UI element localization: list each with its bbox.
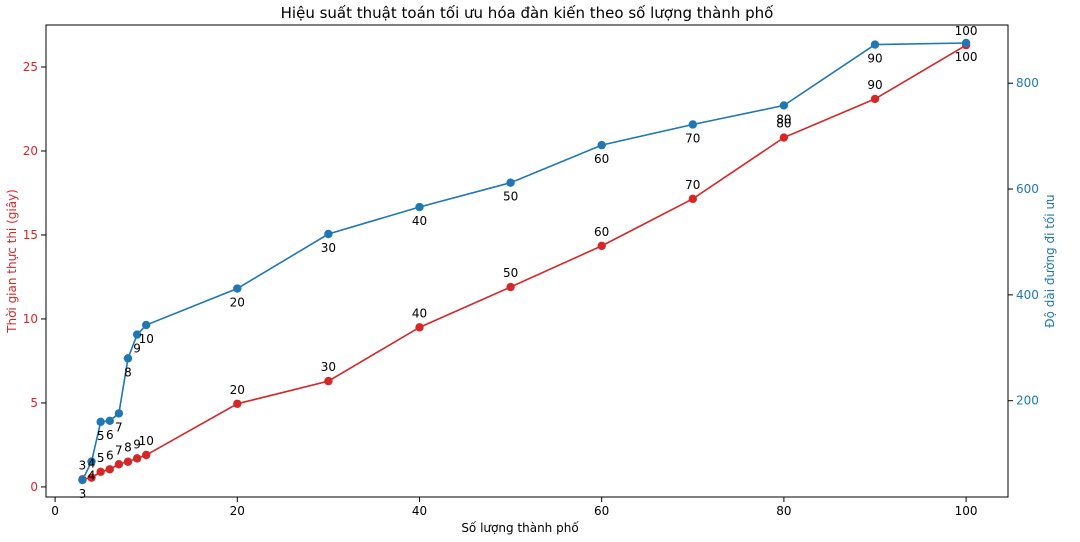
right-tick-label: 800: [1016, 76, 1039, 90]
right-series-line: [81, 42, 967, 481]
left-tick-label: 0: [30, 480, 38, 494]
right-series-point: [142, 320, 151, 330]
left-series-point: [87, 473, 96, 482]
y-axis-right: 200 400 600 800: [1008, 76, 1039, 408]
right-axis-label: Độ dài đường đi tối ưu: [1043, 194, 1057, 327]
right-series-point-label: 5: [97, 429, 105, 443]
left-series-point-label: 6: [106, 448, 114, 462]
right-series-point-label: 7: [115, 420, 123, 434]
left-series-point: [114, 460, 124, 469]
right-series-point: [324, 229, 333, 239]
left-series-point-label: 5: [97, 451, 105, 465]
left-tick-label: 20: [23, 144, 38, 158]
right-series-point: [597, 140, 606, 150]
left-series-point-label: 20: [230, 383, 245, 397]
left-series-point-label: 9: [133, 437, 141, 451]
left-series-point: [96, 467, 105, 476]
right-series-point-label: 100: [955, 50, 978, 64]
left-tick-label: 5: [30, 396, 38, 410]
left-series-point-label: 100: [955, 24, 978, 38]
plot-frame: [45, 24, 1009, 498]
left-series-point: [779, 133, 789, 142]
left-series-point: [597, 241, 606, 251]
right-series-point-label: 10: [139, 332, 154, 346]
chart-title: Hiệu suất thuật toán tối ưu hóa đàn kiến…: [281, 4, 775, 22]
right-series-point-label: 4: [88, 469, 96, 483]
left-tick-label: 25: [23, 60, 38, 74]
left-series-line: [82, 44, 967, 481]
right-series-point: [688, 120, 697, 129]
left-series-point-label: 50: [503, 266, 518, 280]
left-series-point: [324, 376, 333, 386]
x-tick-label: 20: [230, 504, 245, 518]
right-series-point: [870, 40, 880, 49]
right-series-point: [114, 409, 124, 418]
right-series-point: [96, 417, 105, 427]
right-series-point: [779, 101, 789, 110]
left-series-point-label: 3: [79, 458, 87, 472]
left-axis-label: Thời gian thực thi (giây): [5, 189, 19, 334]
left-series-point-label: 60: [594, 225, 609, 239]
right-tick-label: 600: [1016, 182, 1039, 196]
left-series-point-label: 4: [88, 457, 96, 471]
right-tick-label: 400: [1016, 288, 1039, 302]
left-series-point: [123, 457, 133, 466]
right-series-point: [105, 416, 114, 425]
right-series-point-label: 70: [685, 131, 700, 145]
right-series-point: [506, 178, 515, 187]
left-series-point: [415, 323, 424, 332]
right-series-point: [132, 330, 142, 339]
right-series-point-label: 9: [133, 342, 141, 356]
left-tick-label: 15: [23, 228, 38, 242]
left-series-point-label: 80: [776, 117, 791, 131]
right-series-point-label: 40: [412, 214, 427, 228]
right-series-point: [415, 202, 424, 212]
left-series-point: [105, 465, 114, 474]
right-tick-label: 200: [1016, 394, 1039, 408]
left-series-point: [506, 282, 515, 292]
right-series-point: [87, 457, 96, 466]
left-series-point-label: 10: [139, 434, 154, 448]
x-axis-label: Số lượng thành phố: [461, 521, 579, 535]
x-tick-label: 60: [594, 504, 609, 518]
right-series-point-label: 60: [594, 152, 609, 166]
y-axis-left: 0 5 10 15 20 25: [23, 60, 46, 494]
x-tick-label: 100: [955, 504, 978, 518]
right-series-point-label: 20: [230, 296, 245, 310]
left-series-point: [142, 450, 151, 460]
x-tick-label: 80: [776, 504, 791, 518]
left-tick-label: 10: [23, 312, 38, 326]
right-series-point-label: 8: [124, 365, 132, 379]
right-series-point: [233, 284, 242, 293]
left-series-point: [870, 94, 880, 104]
right-series-point-label: 6: [106, 428, 114, 442]
series-layer: [78, 38, 971, 485]
left-series-point-label: 8: [124, 441, 132, 455]
right-series-point-label: 90: [867, 52, 882, 66]
left-series-point: [233, 399, 242, 408]
x-axis: 0 20 40 60 80 100: [51, 497, 978, 518]
right-series-point-label: 3: [79, 487, 87, 501]
left-series-point-label: 7: [115, 443, 123, 457]
right-series-point: [961, 38, 971, 48]
left-series-point: [688, 194, 697, 204]
right-series-point-label: 80: [776, 112, 791, 126]
left-series-point-label: 70: [685, 178, 700, 192]
right-series: [78, 38, 971, 485]
left-series-point: [132, 454, 142, 463]
right-series-point-label: 30: [321, 241, 336, 255]
right-series-point: [123, 354, 133, 363]
right-series-point: [78, 475, 87, 485]
x-tick-label: 40: [412, 504, 427, 518]
x-tick-label: 0: [51, 504, 59, 518]
right-series-point-label: 50: [503, 190, 518, 204]
left-series-point-label: 90: [867, 78, 882, 92]
left-series: [78, 40, 971, 484]
left-series-point-label: 40: [412, 306, 427, 320]
left-series-point-label: 30: [321, 360, 336, 374]
